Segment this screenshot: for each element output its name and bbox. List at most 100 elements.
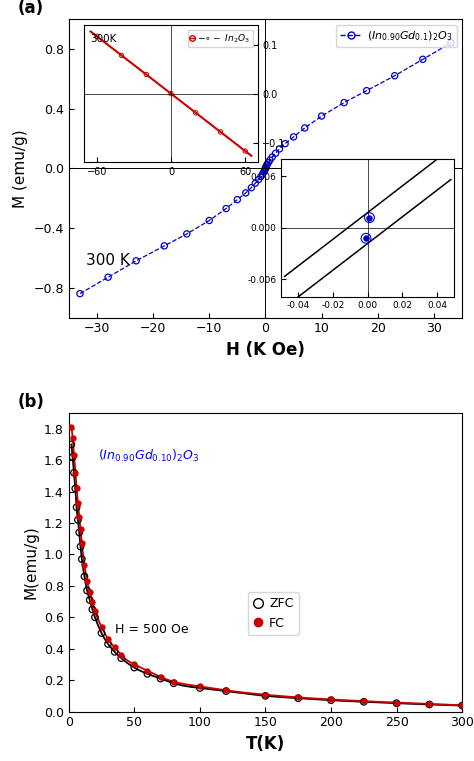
Point <box>161 240 168 252</box>
Point <box>294 691 302 703</box>
Point <box>104 633 112 645</box>
Point <box>70 449 78 461</box>
Point <box>318 110 326 122</box>
Point <box>76 288 84 300</box>
Point <box>261 164 268 177</box>
Point <box>276 143 283 155</box>
Point <box>78 537 86 549</box>
Point <box>426 698 433 710</box>
Text: (a): (a) <box>18 0 44 17</box>
Point <box>205 215 213 227</box>
Point <box>74 514 82 526</box>
Point <box>86 594 93 606</box>
Point <box>72 482 79 495</box>
Point <box>91 605 99 617</box>
Point <box>83 584 91 597</box>
Point <box>77 540 84 552</box>
Point <box>264 157 272 169</box>
Point <box>73 501 81 514</box>
Point <box>255 174 263 186</box>
Point <box>294 692 302 704</box>
Point <box>69 451 76 463</box>
Point <box>170 676 177 688</box>
Point <box>360 696 367 708</box>
Point <box>68 421 75 433</box>
Point <box>257 170 265 183</box>
Point <box>104 638 112 650</box>
Point <box>98 621 105 633</box>
Point <box>132 255 140 267</box>
Point <box>222 684 230 696</box>
X-axis label: H (K Oe): H (K Oe) <box>226 341 305 359</box>
Point <box>393 697 401 709</box>
Point <box>262 162 269 174</box>
Point <box>78 553 86 565</box>
Point <box>70 466 78 479</box>
Point <box>74 496 82 508</box>
Legend: $(In_{0.90}Gd_{0.1})_2O_3$: $(In_{0.90}Gd_{0.1})_2O_3$ <box>336 24 456 47</box>
Point <box>260 166 267 178</box>
Point <box>75 527 83 539</box>
Point <box>81 559 88 572</box>
Text: H = 500 Oe: H = 500 Oe <box>115 623 188 636</box>
Point <box>262 689 269 701</box>
X-axis label: T(K): T(K) <box>246 735 285 753</box>
Point <box>261 163 269 175</box>
Point <box>111 646 118 658</box>
Point <box>98 627 105 639</box>
Point <box>222 685 230 697</box>
Point <box>81 570 88 582</box>
Point <box>196 682 204 694</box>
Point <box>242 186 249 199</box>
Point <box>458 699 466 712</box>
Point <box>69 432 76 444</box>
Point <box>77 524 84 536</box>
Point <box>272 148 279 160</box>
Point <box>247 182 255 194</box>
Point <box>266 154 273 166</box>
Point <box>363 84 370 97</box>
Point <box>130 658 138 670</box>
Point <box>157 673 164 685</box>
Point <box>290 131 297 143</box>
Point <box>391 70 399 82</box>
Point <box>259 168 266 180</box>
Point <box>340 97 348 109</box>
Point <box>262 689 269 702</box>
Point <box>234 193 241 205</box>
Text: (b): (b) <box>18 393 45 411</box>
Point <box>144 667 151 680</box>
Point <box>170 677 177 689</box>
Point <box>73 482 81 495</box>
Point <box>447 37 455 49</box>
Point <box>419 53 427 65</box>
Point <box>157 671 164 683</box>
Text: 300 K: 300 K <box>86 253 129 269</box>
Point <box>301 122 309 134</box>
Y-axis label: M (emu/g): M (emu/g) <box>13 129 28 208</box>
Point <box>327 694 335 706</box>
Point <box>130 661 138 673</box>
Point <box>144 664 151 677</box>
Point <box>327 693 335 705</box>
Point <box>72 466 79 479</box>
Point <box>86 586 93 598</box>
Point <box>118 652 125 664</box>
Point <box>118 649 125 661</box>
Point <box>426 699 433 711</box>
Y-axis label: M(emu/g): M(emu/g) <box>23 525 38 599</box>
Point <box>263 160 270 172</box>
Point <box>281 138 289 150</box>
Point <box>360 695 367 707</box>
Point <box>196 680 204 693</box>
Point <box>268 151 276 163</box>
Point <box>183 228 191 240</box>
Text: $(In_{0.90}Gd_{0.10})_2O_3$: $(In_{0.90}Gd_{0.10})_2O_3$ <box>98 448 199 464</box>
Point <box>91 611 99 623</box>
Point <box>89 595 96 607</box>
Point <box>75 511 83 523</box>
Point <box>89 603 96 616</box>
Point <box>222 202 230 215</box>
Legend: ZFC, FC: ZFC, FC <box>248 592 299 635</box>
Point <box>393 696 401 708</box>
